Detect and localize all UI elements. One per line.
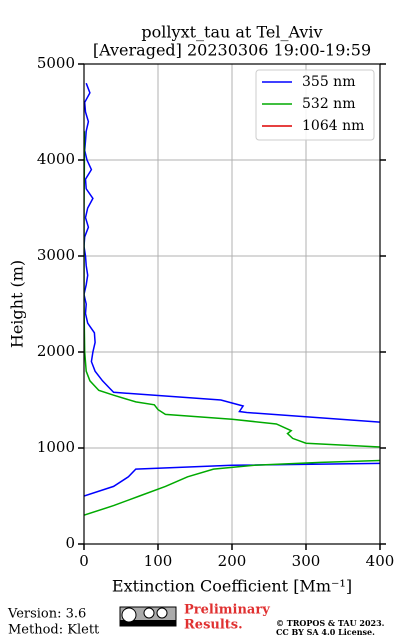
x-tick-label: 0 bbox=[79, 552, 89, 570]
y-tick-label: 1000 bbox=[37, 438, 75, 456]
x-tick-label: 100 bbox=[144, 552, 173, 570]
y-tick-label: 4000 bbox=[37, 150, 75, 168]
x-tick-label: 400 bbox=[366, 552, 395, 570]
license: CC BY SA 4.0 License. bbox=[276, 627, 375, 637]
status-line1: Preliminary bbox=[184, 603, 270, 618]
y-tick-label: 3000 bbox=[37, 246, 75, 264]
status: Results. bbox=[184, 618, 243, 633]
cc-badge bbox=[119, 606, 177, 627]
y-tick-label: 2000 bbox=[37, 342, 75, 360]
y-tick-label: 0 bbox=[65, 534, 75, 552]
legend-label: 532 nm bbox=[302, 96, 355, 112]
method: Method: Klett bbox=[8, 623, 100, 638]
legend-label: 1064 nm bbox=[302, 118, 364, 134]
legend-label: 355 nm bbox=[302, 74, 355, 90]
version: Version: 3.6 bbox=[7, 607, 86, 622]
legend-box bbox=[255, 69, 375, 141]
profile-line bbox=[84, 131, 380, 516]
copyright: © TROPOS & TAU 2023. bbox=[276, 618, 385, 628]
chart-title: pollyxt_tau at Tel_Aviv bbox=[141, 23, 322, 42]
plot-frame bbox=[83, 63, 381, 545]
y-tick-label: 5000 bbox=[37, 54, 75, 72]
x-tick-label: 300 bbox=[292, 552, 321, 570]
plot-lines bbox=[84, 82, 380, 516]
y-axis-label: Height (m) bbox=[8, 260, 27, 348]
x-axis-label: Extinction Coefficient [Mm⁻¹] bbox=[112, 577, 352, 596]
x-tick-label: 200 bbox=[218, 552, 247, 570]
chart-subtitle: [Averaged] 20230306 19:00-19:59 bbox=[93, 41, 371, 60]
